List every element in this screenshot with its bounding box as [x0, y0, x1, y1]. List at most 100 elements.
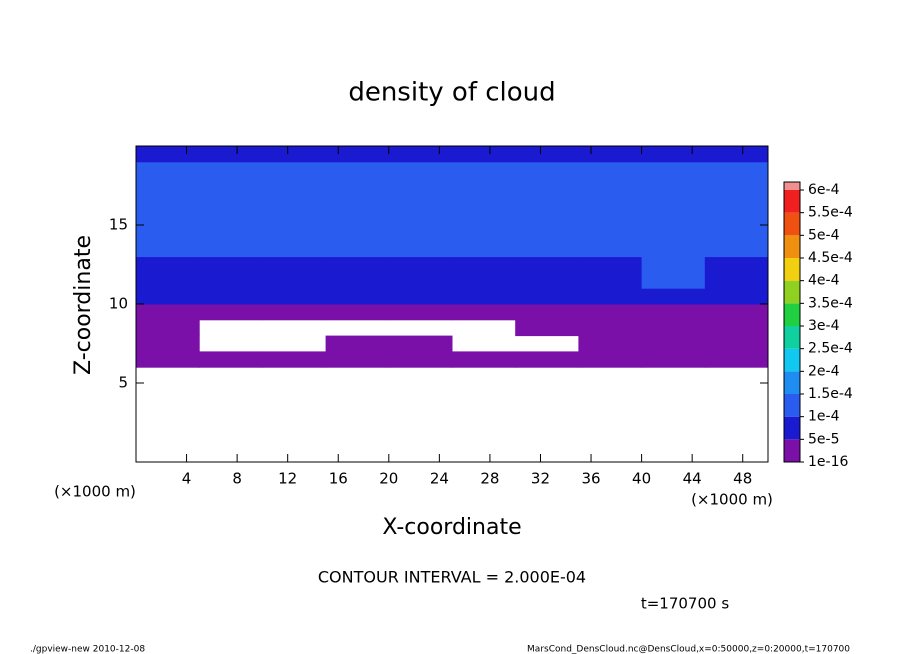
colorbar-swatch — [784, 258, 800, 281]
cell — [515, 225, 579, 242]
colorbar-swatch — [784, 439, 800, 462]
cell — [136, 272, 200, 289]
cell — [704, 225, 769, 242]
cell — [452, 240, 516, 258]
cell — [704, 304, 769, 321]
cell — [262, 288, 327, 305]
cell — [388, 177, 453, 194]
x-tick-label: 48 — [733, 470, 752, 488]
cell — [388, 209, 453, 226]
colorbar-swatch — [784, 303, 800, 326]
cell — [262, 351, 327, 368]
cell — [136, 319, 200, 337]
cell — [578, 209, 643, 226]
colorbar-label: 1e-16 — [808, 454, 848, 470]
cell — [262, 256, 327, 273]
cell — [515, 319, 579, 337]
x-tick-label: 44 — [683, 470, 702, 488]
cell — [704, 256, 769, 273]
colorbar-label: 4.5e-4 — [808, 250, 853, 266]
cell — [578, 256, 643, 273]
cell — [199, 351, 263, 368]
colorbar-label: 2e-4 — [808, 363, 840, 379]
cell — [515, 146, 579, 163]
cell — [578, 146, 643, 163]
cell — [578, 193, 643, 210]
cell — [262, 177, 327, 194]
cell — [452, 351, 516, 368]
cell — [262, 272, 327, 289]
colorbar-swatch — [784, 280, 800, 304]
cell — [262, 193, 327, 210]
footer-left: ./gpview-new 2010-12-08 — [30, 645, 145, 654]
colorbar-label: 5.5e-4 — [808, 205, 853, 221]
cell — [641, 319, 706, 337]
cell — [325, 193, 390, 210]
cell — [325, 288, 390, 305]
cell — [704, 288, 769, 305]
cell — [515, 288, 579, 305]
cell — [452, 177, 516, 194]
cell — [388, 335, 453, 352]
cell — [262, 146, 327, 163]
cell — [578, 240, 643, 258]
cell — [136, 335, 200, 352]
colorbar-swatch — [784, 348, 800, 372]
colorbar-swatch — [784, 326, 800, 349]
cell — [199, 177, 263, 194]
colorbar-frame — [783, 181, 801, 463]
cell — [325, 256, 390, 273]
cell — [325, 177, 390, 194]
colorbar-label: 3.5e-4 — [808, 295, 853, 311]
cell — [641, 240, 706, 258]
cell — [262, 304, 327, 321]
cell — [262, 225, 327, 242]
cell — [641, 304, 706, 321]
cell — [136, 161, 200, 179]
cell — [325, 161, 390, 179]
cell — [325, 351, 390, 368]
cell — [388, 351, 453, 368]
colorbar-label: 1.5e-4 — [808, 386, 853, 402]
colorbar-label: 1e-4 — [808, 409, 840, 425]
y-tick-label: 5 — [118, 374, 128, 392]
contour-interval: CONTOUR INTERVAL = 2.000E-04 — [318, 568, 586, 587]
cell — [641, 256, 706, 273]
cell — [325, 272, 390, 289]
cell — [452, 209, 516, 226]
x-tick-label: 8 — [232, 470, 242, 488]
cell — [515, 161, 579, 179]
cell — [388, 225, 453, 242]
cell — [452, 193, 516, 210]
cell — [641, 209, 706, 226]
cell — [325, 240, 390, 258]
cell — [136, 225, 200, 242]
x-tick-label: 4 — [182, 470, 192, 488]
cell — [388, 272, 453, 289]
cell — [199, 272, 263, 289]
cell — [704, 193, 769, 210]
cell — [452, 161, 516, 179]
cell — [136, 146, 200, 163]
cell — [704, 335, 769, 352]
cell — [199, 240, 263, 258]
cell — [515, 240, 579, 258]
cell — [136, 177, 200, 194]
cell — [199, 256, 263, 273]
x-tick-label: 40 — [632, 470, 651, 488]
cell — [704, 161, 769, 179]
cell — [704, 240, 769, 258]
cell — [262, 161, 327, 179]
chart-title: density of cloud — [348, 78, 555, 108]
cell — [515, 272, 579, 289]
cell — [704, 209, 769, 226]
colorbar-label: 3e-4 — [808, 318, 840, 334]
cell — [578, 319, 643, 337]
cell — [641, 288, 706, 305]
x-axis-label: X-coordinate — [382, 515, 521, 540]
cell — [136, 209, 200, 226]
cell — [199, 288, 263, 305]
cell — [388, 193, 453, 210]
cell — [515, 304, 579, 321]
